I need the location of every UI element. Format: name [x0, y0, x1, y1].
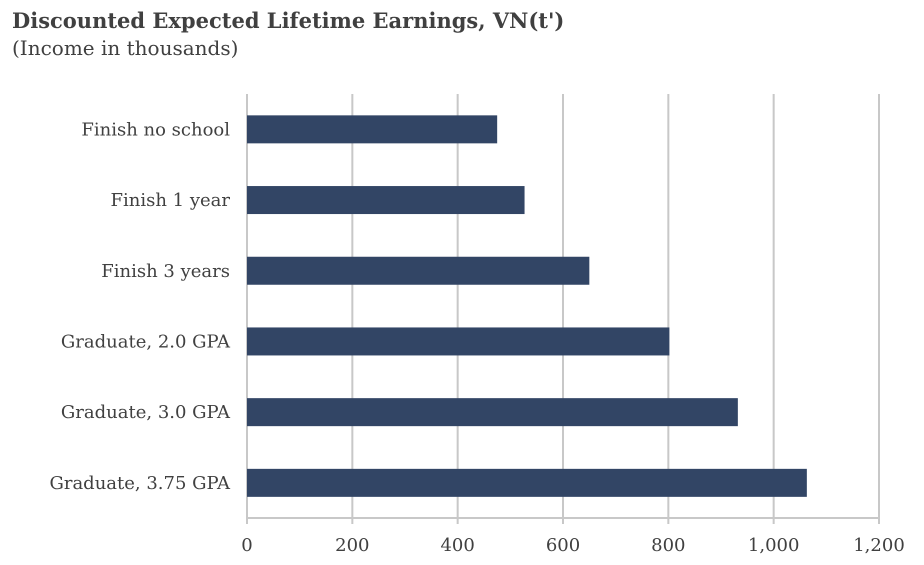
- x-tick-label: 200: [335, 535, 369, 556]
- bar: [247, 115, 498, 144]
- category-label: Graduate, 3.75 GPA: [49, 473, 231, 494]
- x-tick-labels: 0 200 400 600 800 1,000 1,200: [241, 535, 904, 556]
- x-tick-label: 400: [440, 535, 474, 556]
- x-tick-label: 1,000: [748, 535, 800, 556]
- category-label: Finish 1 year: [111, 190, 231, 211]
- category-label: Graduate, 2.0 GPA: [61, 331, 231, 352]
- category-label: Finish 3 years: [101, 261, 230, 282]
- bar: [247, 327, 670, 356]
- chart-subtitle: (Income in thousands): [12, 36, 239, 60]
- bars: [247, 115, 807, 497]
- category-label: Graduate, 3.0 GPA: [61, 402, 231, 423]
- x-tick-label: 600: [546, 535, 580, 556]
- x-tick-label: 800: [651, 535, 685, 556]
- category-label: Finish no school: [81, 119, 230, 140]
- x-tick-label: 0: [241, 535, 252, 556]
- bar: [247, 468, 807, 497]
- bar: [247, 186, 525, 215]
- category-labels: Finish no school Finish 1 year Finish 3 ye…: [49, 119, 231, 494]
- x-tick-label: 1,200: [853, 535, 905, 556]
- chart-title: Discounted Expected Lifetime Earnings, V…: [12, 8, 565, 33]
- bar: [247, 256, 590, 285]
- gridlines: [246, 94, 880, 524]
- bar: [247, 398, 738, 427]
